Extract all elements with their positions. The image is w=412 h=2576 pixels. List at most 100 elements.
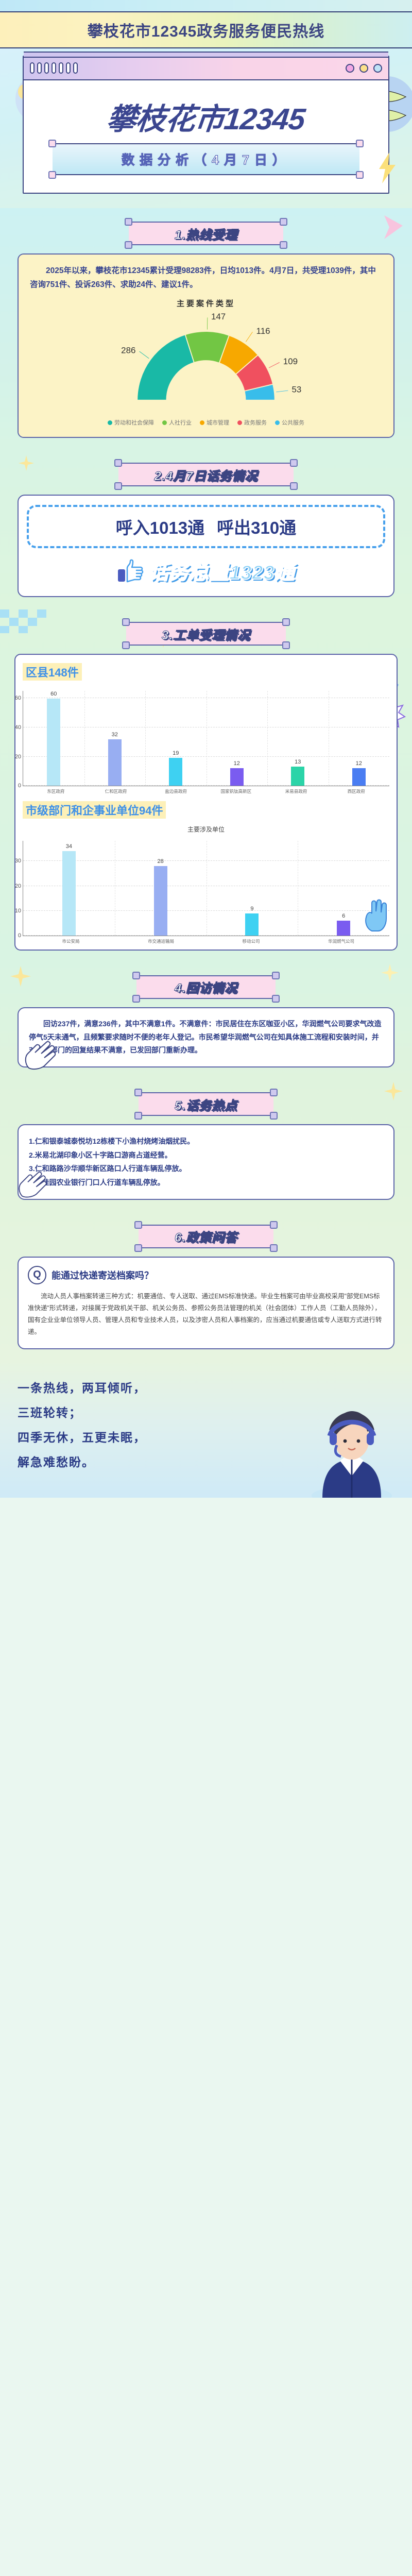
section2-title-box: 2.4月7日话务情况 [114, 459, 298, 490]
answer-text: 流动人员人事档案转递三种方式：机要通信、专人送取、通过EMS标准快递。毕业生档案… [28, 1292, 382, 1336]
bar[interactable] [230, 768, 244, 786]
resize-handle-tl[interactable] [48, 140, 56, 147]
bar[interactable] [153, 866, 167, 936]
hand-point-icon [19, 1172, 47, 1198]
bar[interactable] [108, 739, 122, 786]
resize-handle-tr[interactable] [270, 1089, 278, 1097]
maximize-icon[interactable] [373, 63, 382, 73]
footer-line: 四季无休，五更未眠， [18, 1431, 146, 1445]
resize-handle-br[interactable] [282, 641, 290, 650]
outbound-calls: 呼出310通 [217, 518, 297, 538]
resize-handle-tl[interactable] [114, 459, 122, 467]
resize-handle-br[interactable] [270, 1244, 278, 1252]
tab-pill [52, 62, 56, 74]
bar[interactable] [245, 913, 259, 936]
resize-handle-tl[interactable] [122, 618, 130, 626]
page-header: 攀枝花市12345政务服务便民热线 [0, 11, 412, 48]
window-controls[interactable] [346, 63, 382, 73]
resize-handle-bl[interactable] [122, 641, 130, 650]
bar-row: 34 28 9 6 [23, 841, 389, 936]
donut-svg: 286 147 116 109 53 [121, 312, 301, 401]
section1-title-box: 1.热线受理 [125, 218, 287, 249]
hand-ok-icon [25, 1041, 56, 1070]
y-axis-tick: 20 [14, 883, 21, 889]
resize-handle-bl[interactable] [114, 482, 122, 490]
bar-column: 32 [84, 691, 146, 786]
x-axis-label: 国家钒钛高新区 [220, 789, 252, 794]
resize-handle-br[interactable] [290, 482, 298, 490]
page-footer: 一条热线，两耳倾听， 三班轮转； 四季无休，五更未眠， 解急难愁盼。 [0, 1361, 412, 1498]
thumbs-up-icon [118, 559, 144, 582]
bar[interactable] [62, 851, 76, 936]
legend-item: 城市管理 [200, 418, 229, 427]
legend-label: 政务服务 [244, 420, 267, 427]
section3-card: 区县148件 0 20 40 60 60 32 19 12 13 12 东区政府 仁和区政府 盐边县政… [14, 654, 398, 951]
resize-handle-br[interactable] [356, 171, 364, 179]
resize-handle-br[interactable] [280, 241, 287, 249]
bar-column: 28 [115, 841, 207, 936]
total-calls: 话务总量1323通 [148, 562, 295, 584]
bar-value-label: 13 [295, 759, 301, 766]
donut-value-label: 109 [283, 357, 298, 366]
bar[interactable] [291, 767, 305, 786]
section1-paragraph: 2025年以来，攀枝花市12345累计受理98283件，日均1013件。4月7日… [30, 266, 376, 290]
section5-card: 1.仁和银泰城泰悦坊12栋楼下小渔村烧烤油烟扰民。 2.米易北湖印象小区十字路口游… [18, 1124, 394, 1200]
tab-pills [30, 62, 78, 74]
tab-pill [37, 62, 42, 74]
sparkle-icon [10, 965, 31, 987]
resize-handle-br[interactable] [272, 994, 280, 1003]
legend-item: 人社行业 [162, 418, 192, 427]
legend-color-dot [200, 420, 204, 425]
resize-handle-tl[interactable] [125, 218, 132, 226]
x-axis-label: 东区政府 [47, 789, 65, 794]
tab-pill [59, 62, 63, 74]
bar[interactable] [352, 768, 366, 786]
resize-handle-bl[interactable] [134, 1112, 142, 1120]
bar-column: 12 [207, 691, 268, 786]
resize-handle-tr[interactable] [290, 459, 298, 467]
vertical-gridline [145, 691, 146, 786]
footer-line: 三班轮转； [18, 1406, 82, 1420]
resize-handle-bl[interactable] [48, 171, 56, 179]
section-policy-qa: 6.政策问答 Q 能通过快递寄送档案吗？ 流动人员人事档案转递三种方式：机要通信… [0, 1211, 412, 1361]
bar-value-label: 28 [157, 858, 164, 865]
section-worksheet-acceptance: 3.工单受理情况 区县148件 0 20 40 60 60 32 19 12 13 12 东区政府… [0, 608, 412, 962]
resize-handle-tr[interactable] [356, 140, 364, 147]
resize-handle-tl[interactable] [132, 971, 140, 979]
resize-handle-tl[interactable] [134, 1221, 142, 1229]
resize-handle-tr[interactable] [282, 618, 290, 626]
page-title: 攀枝花市12345政务服务便民热线 [87, 23, 325, 40]
donut-slice [136, 334, 195, 401]
sparkle-icon [19, 455, 34, 471]
total-calls-row: 话务总量1323通 [27, 556, 385, 585]
close-icon[interactable] [346, 63, 354, 73]
x-axis-label: 米易县政府 [285, 789, 307, 794]
minimize-icon[interactable] [359, 63, 368, 73]
resize-handle-tr[interactable] [272, 971, 280, 979]
bar-column: 12 [329, 691, 390, 786]
donut-value-label: 286 [121, 346, 135, 355]
resize-handle-tl[interactable] [134, 1089, 142, 1097]
section5-title: 5.话务热点 [174, 1098, 237, 1113]
hero-section: 攀枝花市12345 数据分析（4月7日） [0, 48, 412, 208]
resize-handle-tr[interactable] [270, 1221, 278, 1229]
district-chart-xlabels: 东区政府 仁和区政府 盐边县政府 国家钒钛高新区 米易县政府 西区政府 [23, 786, 389, 794]
resize-handle-bl[interactable] [125, 241, 132, 249]
bar[interactable] [337, 921, 351, 936]
donut-value-label: 53 [291, 385, 301, 395]
bar[interactable] [169, 758, 183, 786]
section-hotline-acceptance: 1.热线受理 2025年以来，攀枝花市12345累计受理98283件，日均101… [0, 208, 412, 450]
case-type-donut-chart: 286 147 116 109 53 [30, 311, 382, 416]
resize-handle-tr[interactable] [280, 218, 287, 226]
donut-chart-title: 主要案件类型 [176, 299, 235, 309]
resize-handle-bl[interactable] [132, 994, 140, 1003]
resize-handle-bl[interactable] [134, 1244, 142, 1252]
call-stats-box: 呼入1013通 呼出310通 [27, 505, 385, 549]
resize-handle-br[interactable] [270, 1112, 278, 1120]
question-text: 能通过快递寄送档案吗？ [52, 1270, 153, 1281]
section1-card: 2025年以来，攀枝花市12345累计受理98283件，日均1013件。4月7日… [18, 253, 394, 438]
district-bar-chart: 0 20 40 60 60 32 19 12 13 12 [15, 691, 390, 789]
section3-title: 3.工单受理情况 [161, 628, 250, 642]
bar[interactable] [47, 699, 61, 786]
x-axis-label: 市交通运输局 [147, 939, 174, 944]
